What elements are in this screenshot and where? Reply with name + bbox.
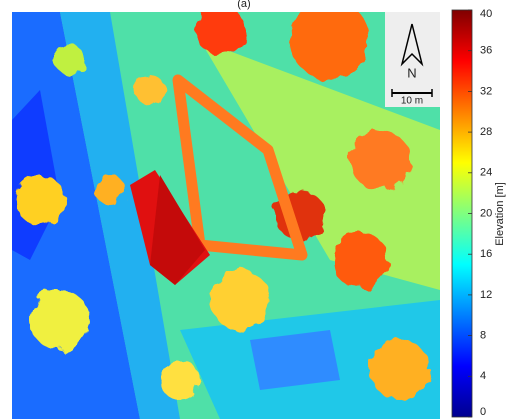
colorbar-tick-label: 8 xyxy=(480,330,486,342)
figure-title: (a) xyxy=(237,0,250,10)
colorbar-tick-label: 12 xyxy=(480,289,492,301)
scale-label: 10 m xyxy=(401,96,423,107)
colorbar-tick-label: 24 xyxy=(480,167,492,179)
colorbar-tick-label: 0 xyxy=(480,406,486,418)
colorbar-tick-label: 16 xyxy=(480,248,492,260)
colorbar-tick-label: 40 xyxy=(480,8,492,20)
elevation-map xyxy=(12,12,440,419)
north-arrow-icon xyxy=(400,23,424,67)
colorbar-tick-label: 36 xyxy=(480,45,492,57)
colorbar-tick-label: 20 xyxy=(480,207,492,219)
north-label: N xyxy=(407,65,416,80)
colorbar-tick-label: 28 xyxy=(480,126,492,138)
colorbar-tick-label: 4 xyxy=(480,370,486,382)
north-arrow: N 10 m xyxy=(385,12,440,107)
colorbar: Elevation [m] 0 4 8 12 16 20 24 28 32 36 40 xyxy=(451,8,506,418)
colorbar-label: Elevation [m] xyxy=(494,182,506,246)
colorbar-tick-label: 32 xyxy=(480,85,492,97)
